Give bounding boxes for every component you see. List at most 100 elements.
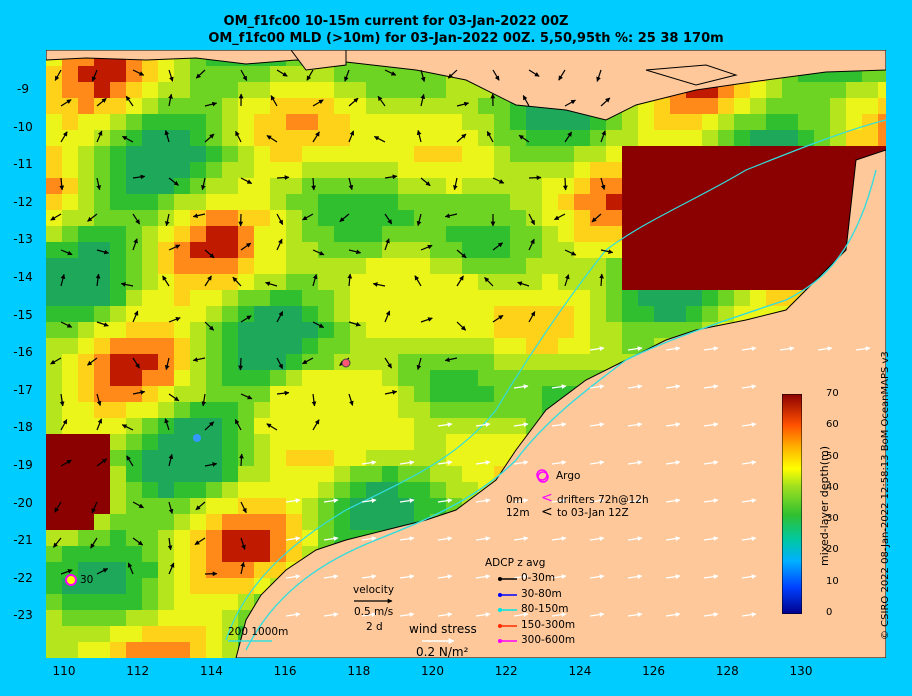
current-arrow xyxy=(60,419,68,431)
current-arrow xyxy=(302,213,314,221)
current-arrow xyxy=(59,177,65,191)
wind-arrow xyxy=(285,612,301,617)
wind-arrow xyxy=(361,612,377,617)
wind-arrow xyxy=(551,612,567,617)
wind-arrow xyxy=(437,612,453,617)
current-arrow xyxy=(204,133,215,143)
current-arrow xyxy=(60,273,66,287)
island-1 xyxy=(290,50,347,71)
current-arrow xyxy=(276,238,283,251)
x-tick: 130 xyxy=(789,664,813,678)
current-arrow xyxy=(276,69,288,77)
current-arrow xyxy=(312,249,325,256)
wind-arrow xyxy=(665,612,681,617)
current-arrow xyxy=(484,277,494,287)
argo-legend-label: Argo xyxy=(556,470,581,482)
current-arrow xyxy=(50,213,62,221)
wind-arrow xyxy=(703,384,719,389)
current-arrow xyxy=(59,393,65,407)
wind-arrow xyxy=(399,460,415,465)
drifter-legend-text-2: to 03-Jan 12Z xyxy=(557,507,629,519)
current-arrow xyxy=(414,275,422,287)
x-tick: 128 xyxy=(715,664,739,678)
wind-arrow xyxy=(741,574,757,579)
wind-arrow xyxy=(665,460,681,465)
wind-arrow xyxy=(741,422,757,427)
current-arrow xyxy=(384,69,397,76)
wind-arrow xyxy=(627,422,643,427)
current-arrow xyxy=(553,213,566,221)
x-tick: 110 xyxy=(52,664,76,678)
wind-arrow xyxy=(741,384,757,389)
float-marker-1 xyxy=(341,358,351,368)
current-arrow xyxy=(456,249,467,259)
isobath-legend-label: 200 1000m xyxy=(228,626,289,638)
wind-arrow xyxy=(589,498,605,503)
adcp-legend-swatch xyxy=(498,623,517,628)
current-arrow xyxy=(599,273,604,287)
current-arrow xyxy=(60,459,72,467)
wind-arrows xyxy=(285,346,871,617)
current-arrow xyxy=(518,134,530,143)
current-arrow xyxy=(416,213,422,227)
wind-arrow xyxy=(855,346,871,351)
wind-arrow xyxy=(589,346,605,351)
current-arrow xyxy=(600,130,606,143)
wind-arrow xyxy=(361,460,377,465)
current-arrow xyxy=(240,393,253,400)
current-arrow xyxy=(240,537,246,550)
current-arrow xyxy=(164,418,170,431)
current-arrow xyxy=(420,244,433,251)
current-arrow xyxy=(240,315,252,323)
wind-arrow xyxy=(703,422,719,427)
current-arrow xyxy=(240,69,248,81)
float-marker-2 xyxy=(193,434,201,442)
current-arrow xyxy=(528,69,540,77)
current-arrow xyxy=(276,310,284,323)
current-arrow xyxy=(600,249,614,254)
current-arrow xyxy=(384,174,398,180)
wind-arrow xyxy=(437,460,453,465)
current-arrow xyxy=(306,69,314,81)
wind-arrow xyxy=(323,612,339,617)
current-arrow xyxy=(312,419,320,431)
current-arrow xyxy=(96,458,108,467)
current-arrow xyxy=(492,69,500,81)
current-arrow xyxy=(348,249,362,255)
wind-arrow xyxy=(703,498,719,503)
wind-arrow xyxy=(627,574,643,579)
y-tick: -16 xyxy=(13,345,33,360)
colorbar-tick: 30 xyxy=(826,513,839,525)
current-arrow xyxy=(239,453,244,467)
colorbar-tick: 40 xyxy=(826,481,839,493)
current-arrow xyxy=(132,238,138,251)
y-tick: -21 xyxy=(13,533,33,548)
wind-arrow xyxy=(361,574,377,579)
velocity-scale-label: velocity xyxy=(353,584,395,596)
wind-arrow xyxy=(665,574,681,579)
isobath-200 xyxy=(245,169,877,651)
current-arrow xyxy=(456,101,470,107)
y-tick: -13 xyxy=(13,232,33,247)
current-arrow xyxy=(168,69,174,82)
current-arrow xyxy=(564,274,570,287)
current-arrow xyxy=(372,282,386,287)
current-arrow xyxy=(96,321,109,327)
wind-arrow xyxy=(323,536,339,541)
current-arrow xyxy=(522,95,530,107)
current-arrow xyxy=(447,69,458,79)
wind-arrow xyxy=(399,574,415,579)
wind-arrow xyxy=(665,346,681,351)
current-arrow xyxy=(240,177,253,185)
current-arrows xyxy=(50,69,614,577)
wind-arrow xyxy=(437,498,453,503)
current-arrow xyxy=(195,501,206,511)
adcp-legend-label: 300-600m xyxy=(521,634,576,646)
x-tick: 116 xyxy=(273,664,297,678)
wind-arrow xyxy=(779,346,795,351)
current-arrow xyxy=(132,390,146,395)
current-arrow xyxy=(312,321,325,329)
current-arrow xyxy=(132,501,144,509)
island-2 xyxy=(645,64,738,86)
adcp-legend-swatch xyxy=(498,577,517,581)
